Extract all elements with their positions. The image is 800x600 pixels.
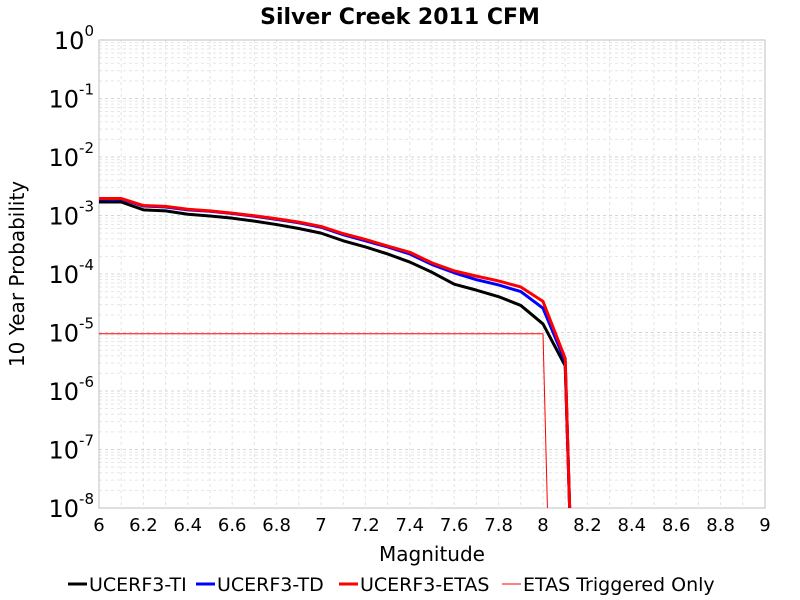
x-tick-label: 8.2: [573, 515, 602, 536]
y-tick-label: 10-5: [48, 315, 94, 348]
y-tick-label: 10-8: [48, 490, 94, 523]
legend-label-1: UCERF3-TI: [89, 574, 187, 596]
x-tick-label: 9: [759, 515, 770, 536]
legend-label-2: UCERF3-TD: [217, 574, 324, 596]
x-tick-label: 8.8: [706, 515, 735, 536]
series-line-1: [99, 200, 572, 509]
y-axis-label: 10 Year Probability: [5, 181, 29, 367]
grid: [98, 40, 766, 509]
y-tick-label: 10-4: [48, 256, 94, 289]
x-tick-label: 6.6: [218, 515, 247, 536]
x-tick-label: 8: [537, 515, 548, 536]
series-line-4: [99, 333, 548, 509]
y-tick-label: 10-1: [48, 81, 94, 114]
y-tick-label: 10-2: [48, 139, 94, 172]
x-tick-label: 7.8: [484, 515, 513, 536]
x-tick-label: 6.4: [173, 515, 202, 536]
y-tick-label: 10-3: [48, 198, 94, 231]
legend-label-4: ETAS Triggered Only: [523, 574, 715, 596]
x-tick-label: 8.6: [662, 515, 691, 536]
series-line-3: [99, 197, 572, 509]
y-axis-ticks: 100 10-1 10-2 10-3 10-4 10-5 10-6 10-7 10-8: [48, 22, 94, 523]
series-group: [99, 197, 572, 509]
x-axis-label: Magnitude: [379, 542, 485, 566]
x-tick-label: 7.4: [395, 515, 424, 536]
legend: UCERF3-TI UCERF3-TD UCERF3-ETAS ETAS Trigge…: [68, 574, 715, 596]
y-tick-label: 100: [54, 22, 94, 55]
x-tick-label: 6.8: [262, 515, 291, 536]
x-tick-label: 7: [315, 515, 326, 536]
x-tick-label: 8.4: [617, 515, 646, 536]
x-tick-label: 6: [93, 515, 104, 536]
legend-label-3: UCERF3-ETAS: [360, 574, 489, 596]
chart-title: Silver Creek 2011 CFM: [260, 5, 540, 30]
plot-frame: [98, 39, 766, 509]
y-tick-label: 10-7: [48, 432, 94, 465]
x-axis-ticks: 6 6.2 6.4 6.6 6.8 7 7.2 7.4 7.6 7.8 8 8.2 8.4 8.6 8.8 9: [93, 515, 770, 536]
x-tick-label: 6.2: [129, 515, 158, 536]
x-tick-label: 7.6: [440, 515, 469, 536]
y-tick-label: 10-6: [48, 373, 94, 406]
x-tick-label: 7.2: [351, 515, 380, 536]
